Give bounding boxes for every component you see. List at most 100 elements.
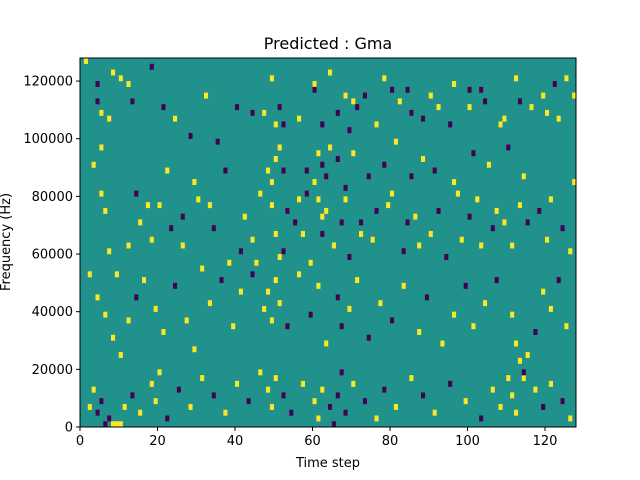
heatmap-cell xyxy=(432,167,437,174)
heatmap-cell xyxy=(494,207,499,214)
heatmap-cell xyxy=(149,63,154,70)
heatmap-cell xyxy=(149,236,154,243)
heatmap-cell xyxy=(397,98,402,105)
heatmap-cell xyxy=(382,75,387,82)
heatmap-cell xyxy=(545,109,550,116)
heatmap-cell xyxy=(362,398,367,405)
heatmap-cell xyxy=(324,173,329,180)
heatmap-cell xyxy=(122,403,127,410)
heatmap-cell xyxy=(269,317,274,324)
heatmap-cell xyxy=(335,109,340,116)
heatmap-cell xyxy=(421,156,426,162)
heatmap-cell xyxy=(483,98,488,105)
heatmap-cells xyxy=(83,58,577,428)
heatmap-cell xyxy=(114,271,119,278)
heatmap-cell xyxy=(126,242,131,249)
heatmap-cell xyxy=(281,248,286,255)
heatmap-cell xyxy=(417,242,422,249)
heatmap-cell xyxy=(471,323,476,330)
heatmap-cell xyxy=(390,190,395,197)
heatmap-cell xyxy=(409,375,414,382)
heatmap-cell xyxy=(215,138,220,145)
heatmap-cell xyxy=(277,144,282,151)
heatmap-cell xyxy=(277,300,282,307)
heatmap-cell xyxy=(277,104,282,111)
heatmap-cell xyxy=(149,380,154,387)
heatmap-cell xyxy=(328,144,333,151)
heatmap-cell xyxy=(176,386,181,393)
heatmap-cell xyxy=(359,230,364,237)
heatmap-cell xyxy=(386,202,391,209)
heatmap-cell xyxy=(99,109,104,116)
heatmap-cell xyxy=(525,219,530,226)
heatmap-cell xyxy=(459,236,464,243)
heatmap-cell xyxy=(409,109,414,116)
heatmap-cell xyxy=(374,415,379,422)
heatmap-cell xyxy=(351,380,356,387)
heatmap-cell xyxy=(452,311,457,318)
heatmap-cell xyxy=(452,179,457,186)
heatmap-cell xyxy=(281,392,286,399)
heatmap-cell xyxy=(568,415,573,422)
heatmap-cell xyxy=(188,403,193,410)
heatmap-cell xyxy=(537,207,542,214)
heatmap-cell xyxy=(316,415,321,422)
heatmap-cell xyxy=(153,398,158,405)
heatmap-cell xyxy=(297,196,302,203)
heatmap-cell xyxy=(262,305,267,312)
heatmap-cell xyxy=(479,242,484,249)
heatmap-cell xyxy=(297,271,302,278)
heatmap-cell xyxy=(118,75,123,82)
heatmap-cell xyxy=(335,294,340,301)
heatmap-cell xyxy=(138,409,143,416)
heatmap-cell xyxy=(277,254,282,260)
heatmap-cell xyxy=(548,196,553,203)
y-tick-label: 60000 xyxy=(32,248,73,263)
x-tick-label: 40 xyxy=(227,434,244,449)
heatmap-cell xyxy=(506,375,511,382)
heatmap-cell xyxy=(235,380,240,387)
heatmap-cell xyxy=(111,334,116,341)
heatmap-cell xyxy=(428,92,433,99)
heatmap-cell xyxy=(293,219,298,226)
heatmap-cell xyxy=(347,127,352,134)
heatmap-cell xyxy=(393,403,398,410)
heatmap-cell xyxy=(173,115,178,122)
heatmap-cell xyxy=(308,311,313,318)
heatmap-cell xyxy=(421,392,426,399)
heatmap-cell xyxy=(289,409,294,416)
heatmap-cell xyxy=(320,386,325,393)
heatmap-cell xyxy=(432,409,437,416)
heatmap-cell xyxy=(548,380,553,387)
heatmap-cell xyxy=(238,248,243,255)
heatmap-cell xyxy=(285,207,290,214)
heatmap-cell xyxy=(118,352,123,359)
y-tick-label: 20000 xyxy=(32,363,73,378)
heatmap-cell xyxy=(335,392,340,399)
heatmap-cell xyxy=(343,196,348,203)
heatmap-cell xyxy=(471,150,476,157)
heatmap-cell xyxy=(103,311,108,318)
heatmap-cell xyxy=(200,375,205,382)
heatmap-cell xyxy=(320,213,325,220)
heatmap-cell xyxy=(95,81,100,88)
heatmap-cell xyxy=(254,259,259,266)
y-tick-label: 80000 xyxy=(32,190,73,205)
heatmap-cell xyxy=(564,323,569,330)
heatmap-cell xyxy=(541,403,546,410)
heatmap-cell xyxy=(564,75,569,82)
heatmap-cell xyxy=(514,409,519,416)
heatmap-cell xyxy=(463,398,468,405)
heatmap-cell xyxy=(312,86,317,93)
heatmap-cell xyxy=(343,184,348,191)
heatmap-cell xyxy=(273,375,278,382)
heatmap-cell xyxy=(335,156,340,162)
heatmap-cell xyxy=(188,132,193,139)
heatmap-cell xyxy=(479,415,484,422)
heatmap-cell xyxy=(378,300,383,307)
heatmap-cell xyxy=(424,294,429,301)
heatmap-cell xyxy=(111,69,116,76)
heatmap-cell xyxy=(99,144,104,151)
heatmap-cell xyxy=(281,121,286,128)
heatmap-cell xyxy=(502,219,507,226)
